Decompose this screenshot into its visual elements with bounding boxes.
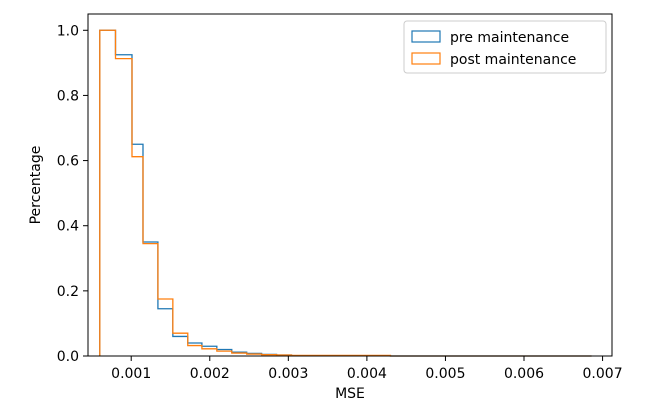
y-axis-ticks: 0.0 0.2 0.4 0.6 0.8 1.0 bbox=[57, 23, 88, 365]
y-tick-label: 0.8 bbox=[57, 88, 79, 104]
legend-swatch-post-maintenance bbox=[411, 52, 441, 65]
x-axis-ticks: 0.001 0.002 0.003 0.004 0.005 0.006 0.007 bbox=[111, 356, 623, 382]
x-tick-label: 0.001 bbox=[111, 366, 151, 382]
series-line-post-maintenance bbox=[99, 29, 592, 357]
plot-area bbox=[99, 29, 592, 357]
x-tick-label: 0.002 bbox=[190, 366, 230, 382]
legend-label-pre-maintenance: pre maintenance bbox=[450, 30, 569, 46]
y-tick-label: 1.0 bbox=[57, 23, 79, 39]
y-tick-label: 0.6 bbox=[57, 154, 79, 170]
plot-frame bbox=[87, 13, 613, 357]
y-tick-label: 0.4 bbox=[57, 219, 79, 235]
x-axis-label: MSE bbox=[335, 386, 365, 402]
x-tick-label: 0.005 bbox=[425, 366, 465, 382]
y-tick-label: 0.0 bbox=[57, 349, 79, 365]
x-tick-label: 0.004 bbox=[347, 366, 387, 382]
legend-label-post-maintenance: post maintenance bbox=[450, 52, 576, 68]
legend: pre maintenance post maintenance bbox=[403, 20, 607, 74]
y-tick-label: 0.2 bbox=[57, 284, 79, 300]
x-tick-label: 0.007 bbox=[583, 366, 623, 382]
x-tick-label: 0.006 bbox=[504, 366, 544, 382]
y-axis-label: Percentage bbox=[28, 146, 44, 225]
legend-swatch-pre-maintenance bbox=[411, 30, 441, 43]
x-tick-label: 0.003 bbox=[268, 366, 308, 382]
legend-box bbox=[403, 20, 607, 74]
